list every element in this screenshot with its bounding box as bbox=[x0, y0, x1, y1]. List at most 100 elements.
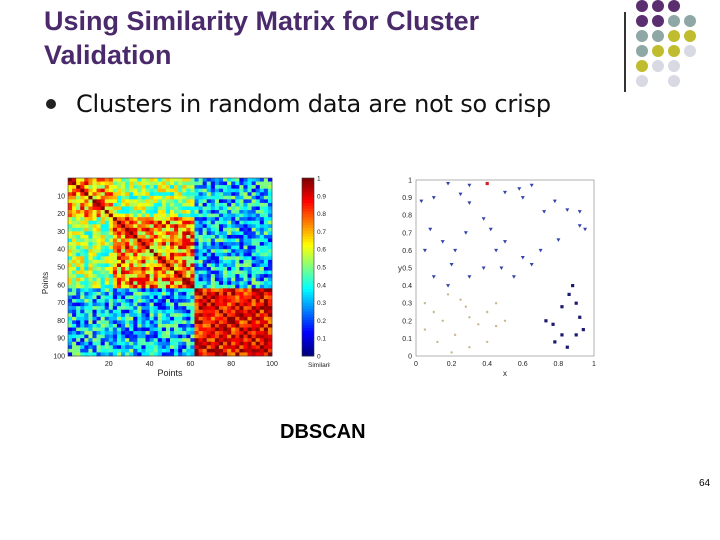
heatmap-cell bbox=[267, 320, 273, 325]
heatmap-cell bbox=[108, 284, 114, 289]
heatmap-cell bbox=[243, 309, 248, 314]
heatmap-cell bbox=[108, 327, 114, 332]
heatmap-cell bbox=[104, 316, 110, 321]
heatmap-cell bbox=[235, 238, 240, 243]
heatmap-cell bbox=[104, 259, 110, 264]
heatmap-cell bbox=[247, 348, 252, 353]
heatmap-cell bbox=[104, 210, 110, 214]
heatmap-cell bbox=[206, 327, 212, 332]
heatmap-cell bbox=[174, 284, 179, 289]
heatmap-cell bbox=[259, 249, 265, 254]
heatmap-cell bbox=[116, 206, 122, 211]
heatmap-cell bbox=[170, 242, 175, 246]
heatmap-cell bbox=[186, 302, 191, 307]
heatmap-cell bbox=[174, 274, 179, 278]
heatmap-cell bbox=[251, 291, 256, 296]
heatmap-cell bbox=[133, 323, 138, 328]
heatmap-cell bbox=[141, 274, 146, 278]
heatmap-cell bbox=[227, 327, 232, 332]
heatmap-cell bbox=[92, 224, 97, 229]
heatmap-cell bbox=[80, 323, 85, 328]
heatmap-cell bbox=[149, 281, 154, 286]
heatmap-cell bbox=[96, 267, 101, 271]
heatmap-cell bbox=[194, 291, 199, 296]
heatmap-cell bbox=[108, 188, 114, 193]
heatmap-cell bbox=[231, 323, 236, 328]
heatmap-cell bbox=[255, 185, 261, 189]
heatmap-cell bbox=[174, 277, 179, 282]
heatmap-cell bbox=[141, 234, 146, 239]
heatmap-cell bbox=[259, 274, 265, 278]
heatmap-cell bbox=[255, 270, 261, 275]
heatmap-cell bbox=[170, 199, 175, 204]
heatmap-cell bbox=[206, 178, 212, 182]
heatmap-cell bbox=[206, 252, 212, 257]
heatmap-cell bbox=[149, 245, 154, 250]
heatmap-cell bbox=[259, 270, 265, 275]
heatmap-cell bbox=[263, 331, 269, 335]
heatmap-cell bbox=[133, 188, 138, 193]
heatmap-cell bbox=[178, 249, 183, 254]
heatmap-cell bbox=[116, 295, 122, 300]
heatmap-cell bbox=[210, 220, 216, 225]
heatmap-cell bbox=[251, 267, 256, 271]
heatmap-cell bbox=[68, 295, 73, 300]
heatmap-cell bbox=[170, 206, 175, 211]
scatter-y-label: y bbox=[398, 264, 402, 273]
heatmap-cell bbox=[96, 348, 101, 353]
heatmap-cell bbox=[227, 323, 232, 328]
heatmap-cell bbox=[218, 185, 224, 189]
heatmap-cell bbox=[129, 202, 134, 207]
heatmap-cell bbox=[182, 334, 187, 339]
heatmap-cell bbox=[80, 220, 85, 225]
heatmap-cell bbox=[68, 256, 73, 261]
heatmap-cell bbox=[108, 341, 114, 346]
heatmap-cell bbox=[198, 199, 203, 204]
heatmap-cell bbox=[267, 188, 273, 193]
heatmap-cell bbox=[235, 291, 240, 296]
heatmap-cell bbox=[198, 302, 203, 307]
heatmap-cell bbox=[80, 242, 85, 246]
scatter-point bbox=[503, 190, 507, 195]
heatmap-cell bbox=[231, 263, 236, 268]
heatmap-cell bbox=[247, 267, 252, 271]
heatmap-cell bbox=[255, 245, 261, 250]
scatter-frame bbox=[415, 179, 595, 357]
heatmap-cell bbox=[68, 238, 73, 243]
decor-dot bbox=[636, 0, 648, 12]
heatmap-cell bbox=[125, 210, 130, 214]
heatmap-cell bbox=[96, 259, 101, 264]
decor-dot bbox=[652, 15, 664, 27]
heatmap-cell bbox=[267, 306, 273, 311]
heatmap-cell bbox=[210, 238, 216, 243]
heatmap-cell bbox=[100, 309, 106, 314]
heatmap-cell bbox=[202, 238, 208, 243]
heatmap-cell bbox=[223, 256, 228, 261]
heatmap-cell bbox=[84, 299, 89, 303]
heatmap-cell bbox=[112, 299, 118, 303]
heatmap-cell bbox=[112, 220, 118, 225]
heatmap-cell bbox=[112, 227, 118, 232]
heatmap-cell bbox=[100, 259, 106, 264]
heatmap-cell bbox=[223, 188, 228, 193]
heatmap-cell bbox=[116, 185, 122, 189]
heatmap-cell bbox=[235, 199, 240, 204]
colorbar-step bbox=[302, 286, 314, 290]
heatmap-cell bbox=[92, 195, 97, 200]
heatmap-cell bbox=[141, 299, 146, 303]
heatmap-cell bbox=[96, 252, 101, 257]
heatmap-cell bbox=[243, 331, 248, 335]
heatmap-cell bbox=[153, 206, 159, 211]
heatmap-cell bbox=[255, 259, 261, 264]
heatmap-cell bbox=[100, 331, 106, 335]
heatmap-cell bbox=[259, 213, 265, 218]
heatmap-cell bbox=[214, 288, 220, 293]
heatmap-cell bbox=[165, 238, 171, 243]
heatmap-cell bbox=[202, 313, 208, 318]
heatmap-cell bbox=[96, 234, 101, 239]
heatmap-cell bbox=[247, 295, 252, 300]
scatter-point bbox=[422, 248, 427, 253]
heatmap-cell bbox=[218, 234, 224, 239]
heatmap-cell bbox=[121, 213, 126, 218]
page-number: 64 bbox=[699, 478, 711, 489]
